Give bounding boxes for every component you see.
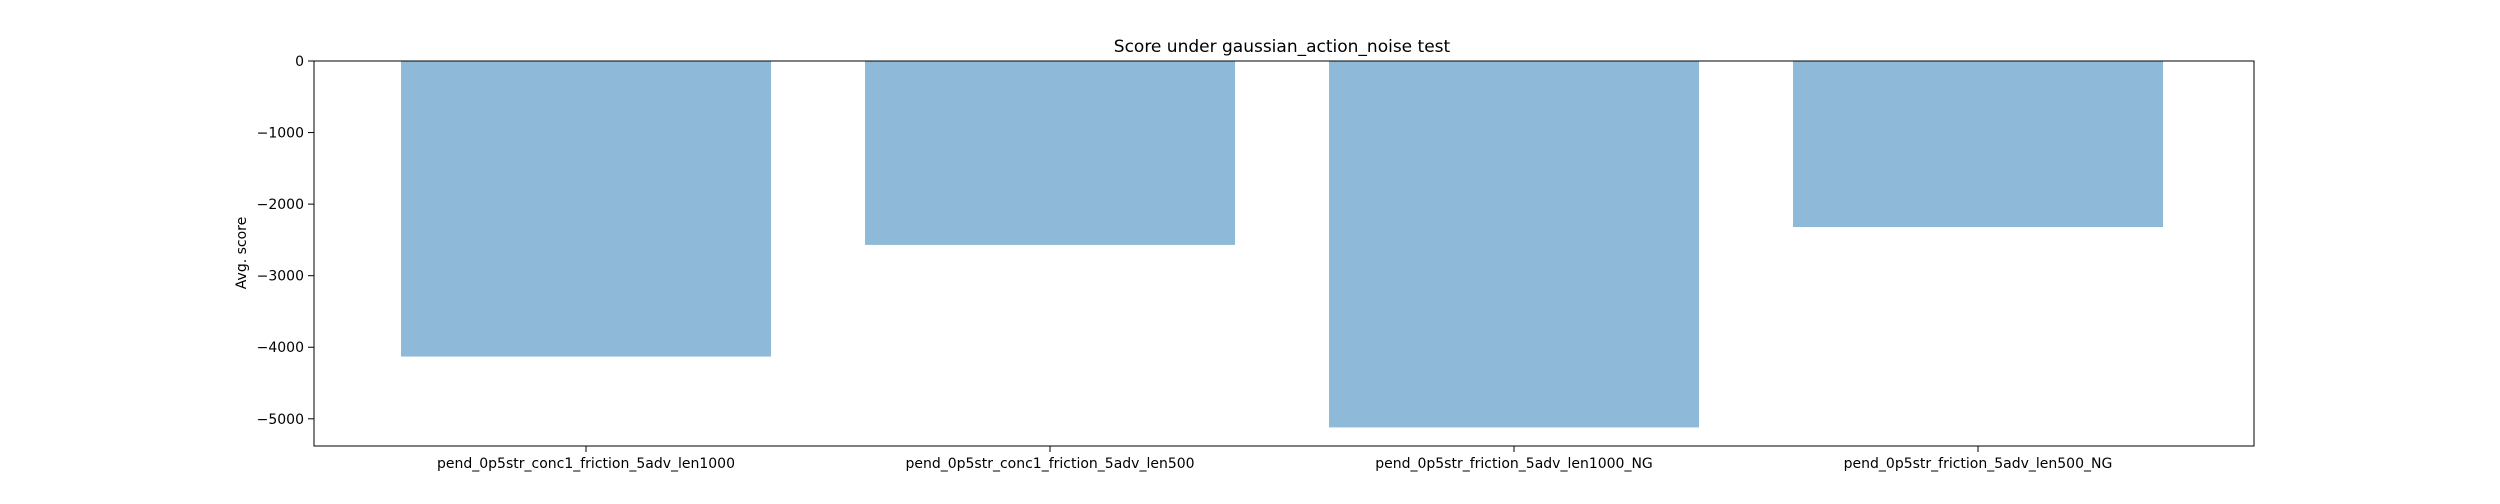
- x-tick-label: pend_0p5str_conc1_friction_5adv_len500: [905, 456, 1194, 472]
- y-tick-label: −1000: [257, 126, 304, 142]
- y-axis-label: Avg. score: [234, 217, 250, 289]
- bar: [1329, 61, 1699, 428]
- bars-layer: [401, 61, 2163, 428]
- x-tick-label: pend_0p5str_friction_5adv_len500_NG: [1844, 456, 2113, 472]
- y-axis-ticks: 0 −1000 −2000 −3000 −4000 −5000: [257, 54, 314, 428]
- y-tick-label: −4000: [257, 340, 304, 356]
- y-tick-label: −2000: [257, 197, 304, 213]
- x-tick-label: pend_0p5str_friction_5adv_len1000_NG: [1375, 456, 1653, 472]
- y-tick-label: −5000: [257, 412, 304, 428]
- y-tick-label: −3000: [257, 269, 304, 285]
- chart-title: Score under gaussian_action_noise test: [1114, 37, 1451, 57]
- x-axis-ticks: pend_0p5str_conc1_friction_5adv_len1000 p…: [437, 446, 2112, 472]
- bar: [401, 61, 771, 357]
- plot-frame: [313, 60, 2255, 447]
- y-tick-label: 0: [295, 54, 304, 70]
- x-tick-label: pend_0p5str_conc1_friction_5adv_len1000: [437, 456, 735, 472]
- bar: [865, 61, 1235, 245]
- bar: [1793, 61, 2163, 228]
